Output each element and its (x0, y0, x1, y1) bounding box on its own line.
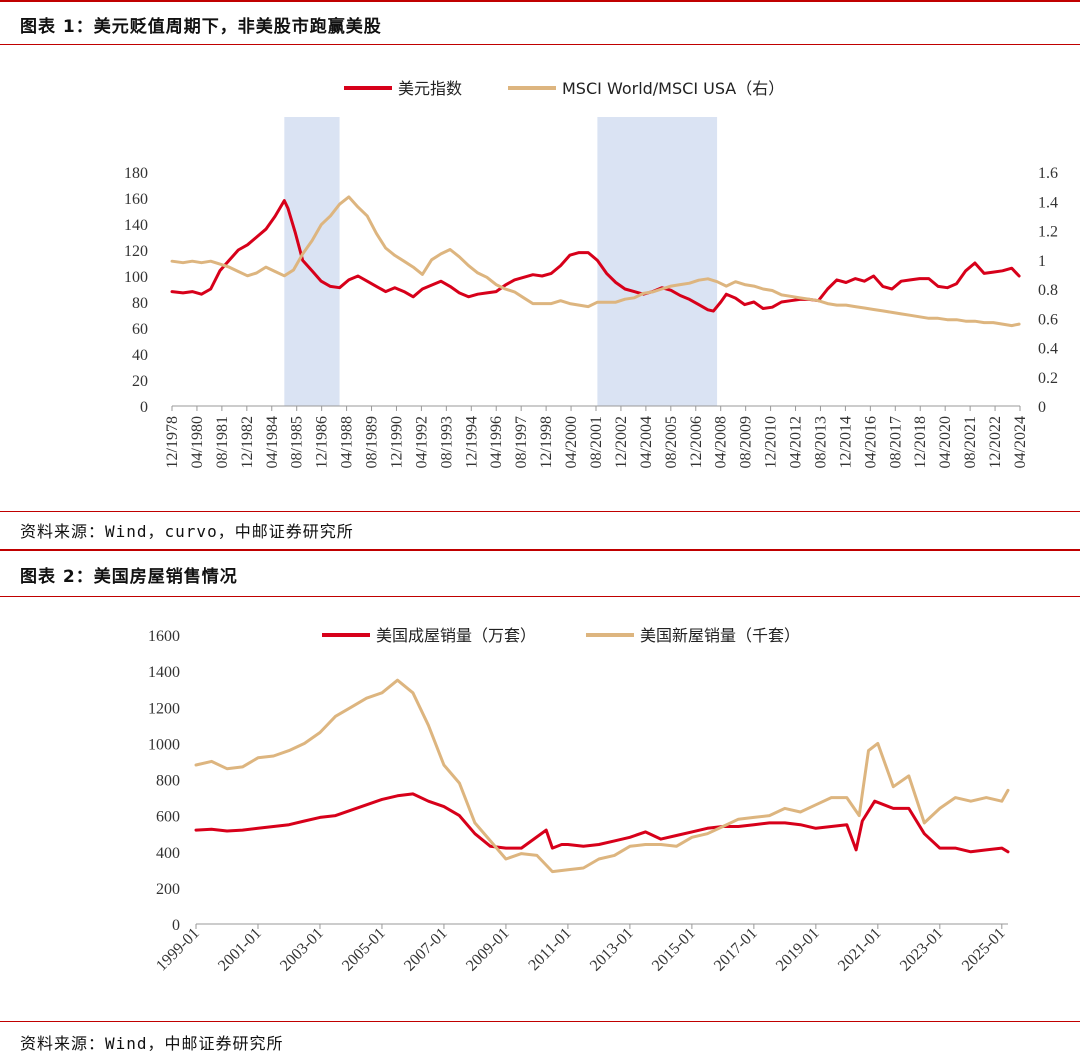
shaded-period-1 (597, 117, 718, 406)
y-right-tick-label: 0 (1038, 399, 1046, 416)
figure-2-source-rule (0, 1021, 1080, 1022)
y-right-tick-label: 0.2 (1038, 370, 1058, 387)
x-tick-label: 08/2009 (738, 416, 755, 468)
x-tick-label: 2015-01 (649, 925, 699, 975)
x-tick-label: 12/2018 (912, 416, 929, 468)
x-tick-label: 08/2001 (588, 416, 605, 468)
series-line-0 (194, 792, 1010, 854)
y-left-tick-label: 140 (124, 217, 148, 234)
y-left-tick-label: 60 (132, 321, 148, 338)
y-tick-label: 1000 (148, 736, 180, 753)
y-left-tick-label: 20 (132, 373, 148, 390)
x-tick-label: 2009-01 (463, 925, 513, 975)
x-tick-label: 04/2004 (638, 416, 655, 468)
x-tick-label: 08/2021 (962, 416, 979, 468)
figure-2-title-rule (0, 596, 1080, 597)
x-tick-label: 04/2008 (713, 416, 730, 468)
figure-separator-rule (0, 549, 1080, 551)
y-left-tick-label: 160 (124, 191, 148, 208)
y-tick-label: 1600 (148, 628, 180, 645)
y-left-tick-label: 40 (132, 347, 148, 364)
y-left-tick-label: 180 (124, 165, 148, 182)
x-tick-label: 12/1978 (164, 416, 181, 468)
x-tick-label: 2007-01 (401, 925, 451, 975)
x-tick-label: 2021-01 (835, 925, 885, 975)
y-tick-label: 0 (172, 917, 180, 934)
x-tick-label: 12/2006 (688, 416, 705, 468)
x-tick-label: 2005-01 (339, 925, 389, 975)
x-tick-label: 04/2012 (788, 416, 805, 468)
y-left-tick-label: 80 (132, 295, 148, 312)
x-tick-label: 12/1986 (314, 416, 331, 468)
y-right-tick-label: 1.2 (1038, 224, 1058, 241)
y-right-tick-label: 1 (1038, 253, 1046, 270)
figure-1-source-rule (0, 511, 1080, 512)
top-rule (0, 0, 1080, 2)
series-line-1 (194, 678, 1010, 874)
y-right-tick-label: 0.4 (1038, 341, 1058, 358)
figure-1-source: 资料来源：Wind，curvo，中邮证券研究所 (20, 522, 354, 541)
y-tick-label: 1200 (148, 700, 180, 717)
x-tick-label: 04/2020 (937, 416, 954, 468)
x-tick-label: 2019-01 (773, 925, 823, 975)
series-line-1 (170, 195, 1021, 328)
x-tick-label: 2003-01 (277, 925, 327, 975)
chart-1: 0 20 40 60 80 100 120 140 160 180 0 0.2 0.4 0.6 0.8 1 1.… (124, 79, 1058, 468)
x-tick-label: 08/1985 (289, 416, 306, 468)
figure-1-title: 图表 1：美元贬值周期下，非美股市跑赢美股 (20, 17, 382, 37)
y-right-tick-label: 0.8 (1038, 282, 1058, 299)
x-tick-label: 2001-01 (215, 925, 265, 975)
y-left-tick-label: 120 (124, 243, 148, 260)
y-tick-label: 400 (156, 845, 180, 862)
y-tick-label: 800 (156, 773, 180, 790)
legend-label-1: 美国新屋销量（千套） (640, 626, 800, 645)
figure-2-source: 资料来源：Wind，中邮证券研究所 (20, 1034, 284, 1053)
y-tick-label: 200 (156, 881, 180, 898)
legend-label-0: 美国成屋销量（万套） (376, 626, 536, 645)
y-right-tick-label: 1.4 (1038, 194, 1058, 211)
x-tick-label: 08/2017 (887, 416, 904, 468)
x-tick-label: 12/2022 (987, 416, 1004, 468)
x-tick-label: 04/1984 (264, 416, 281, 468)
y-tick-label: 1400 (148, 664, 180, 681)
x-tick-label: 08/2013 (812, 416, 829, 468)
x-tick-label: 12/2014 (837, 416, 854, 468)
x-tick-label: 12/1994 (463, 416, 480, 468)
y-right-tick-label: 0.6 (1038, 311, 1058, 328)
x-tick-label: 2023-01 (897, 925, 947, 975)
legend-label-0: 美元指数 (398, 79, 462, 98)
y-tick-label: 600 (156, 809, 180, 826)
x-tick-label: 08/1989 (364, 416, 381, 468)
x-tick-label: 08/1993 (438, 416, 455, 468)
y-left-tick-label: 0 (140, 399, 148, 416)
x-tick-label: 12/1982 (239, 416, 256, 468)
y-left-tick-label: 100 (124, 269, 148, 286)
x-tick-label: 12/2010 (763, 416, 780, 468)
x-tick-label: 04/2016 (862, 416, 879, 468)
x-tick-label: 08/2005 (663, 416, 680, 468)
figure-2-title: 图表 2：美国房屋销售情况 (20, 567, 238, 587)
x-tick-label: 04/1988 (339, 416, 356, 468)
legend-label-1: MSCI World/MSCI USA（右） (562, 79, 784, 98)
x-tick-label: 2011-01 (525, 925, 574, 974)
figure-1-title-rule (0, 44, 1080, 45)
x-tick-label: 04/2024 (1012, 416, 1029, 468)
x-tick-label: 12/1998 (538, 416, 555, 468)
x-tick-label: 04/1980 (189, 416, 206, 468)
x-tick-label: 12/2002 (613, 416, 630, 468)
y-right-tick-label: 1.6 (1038, 165, 1058, 182)
x-tick-label: 08/1981 (214, 416, 231, 468)
x-tick-label: 2017-01 (711, 925, 761, 975)
x-tick-label: 2025-01 (959, 925, 1009, 975)
series-line-0 (170, 199, 1021, 313)
shaded-period-0 (284, 117, 340, 406)
x-tick-label: 04/1996 (488, 416, 505, 468)
x-tick-label: 08/1997 (513, 416, 530, 468)
x-tick-label: 2013-01 (587, 925, 637, 975)
x-tick-label: 12/1990 (388, 416, 405, 468)
x-tick-label: 04/2000 (563, 416, 580, 468)
x-tick-label: 04/1992 (413, 416, 430, 468)
